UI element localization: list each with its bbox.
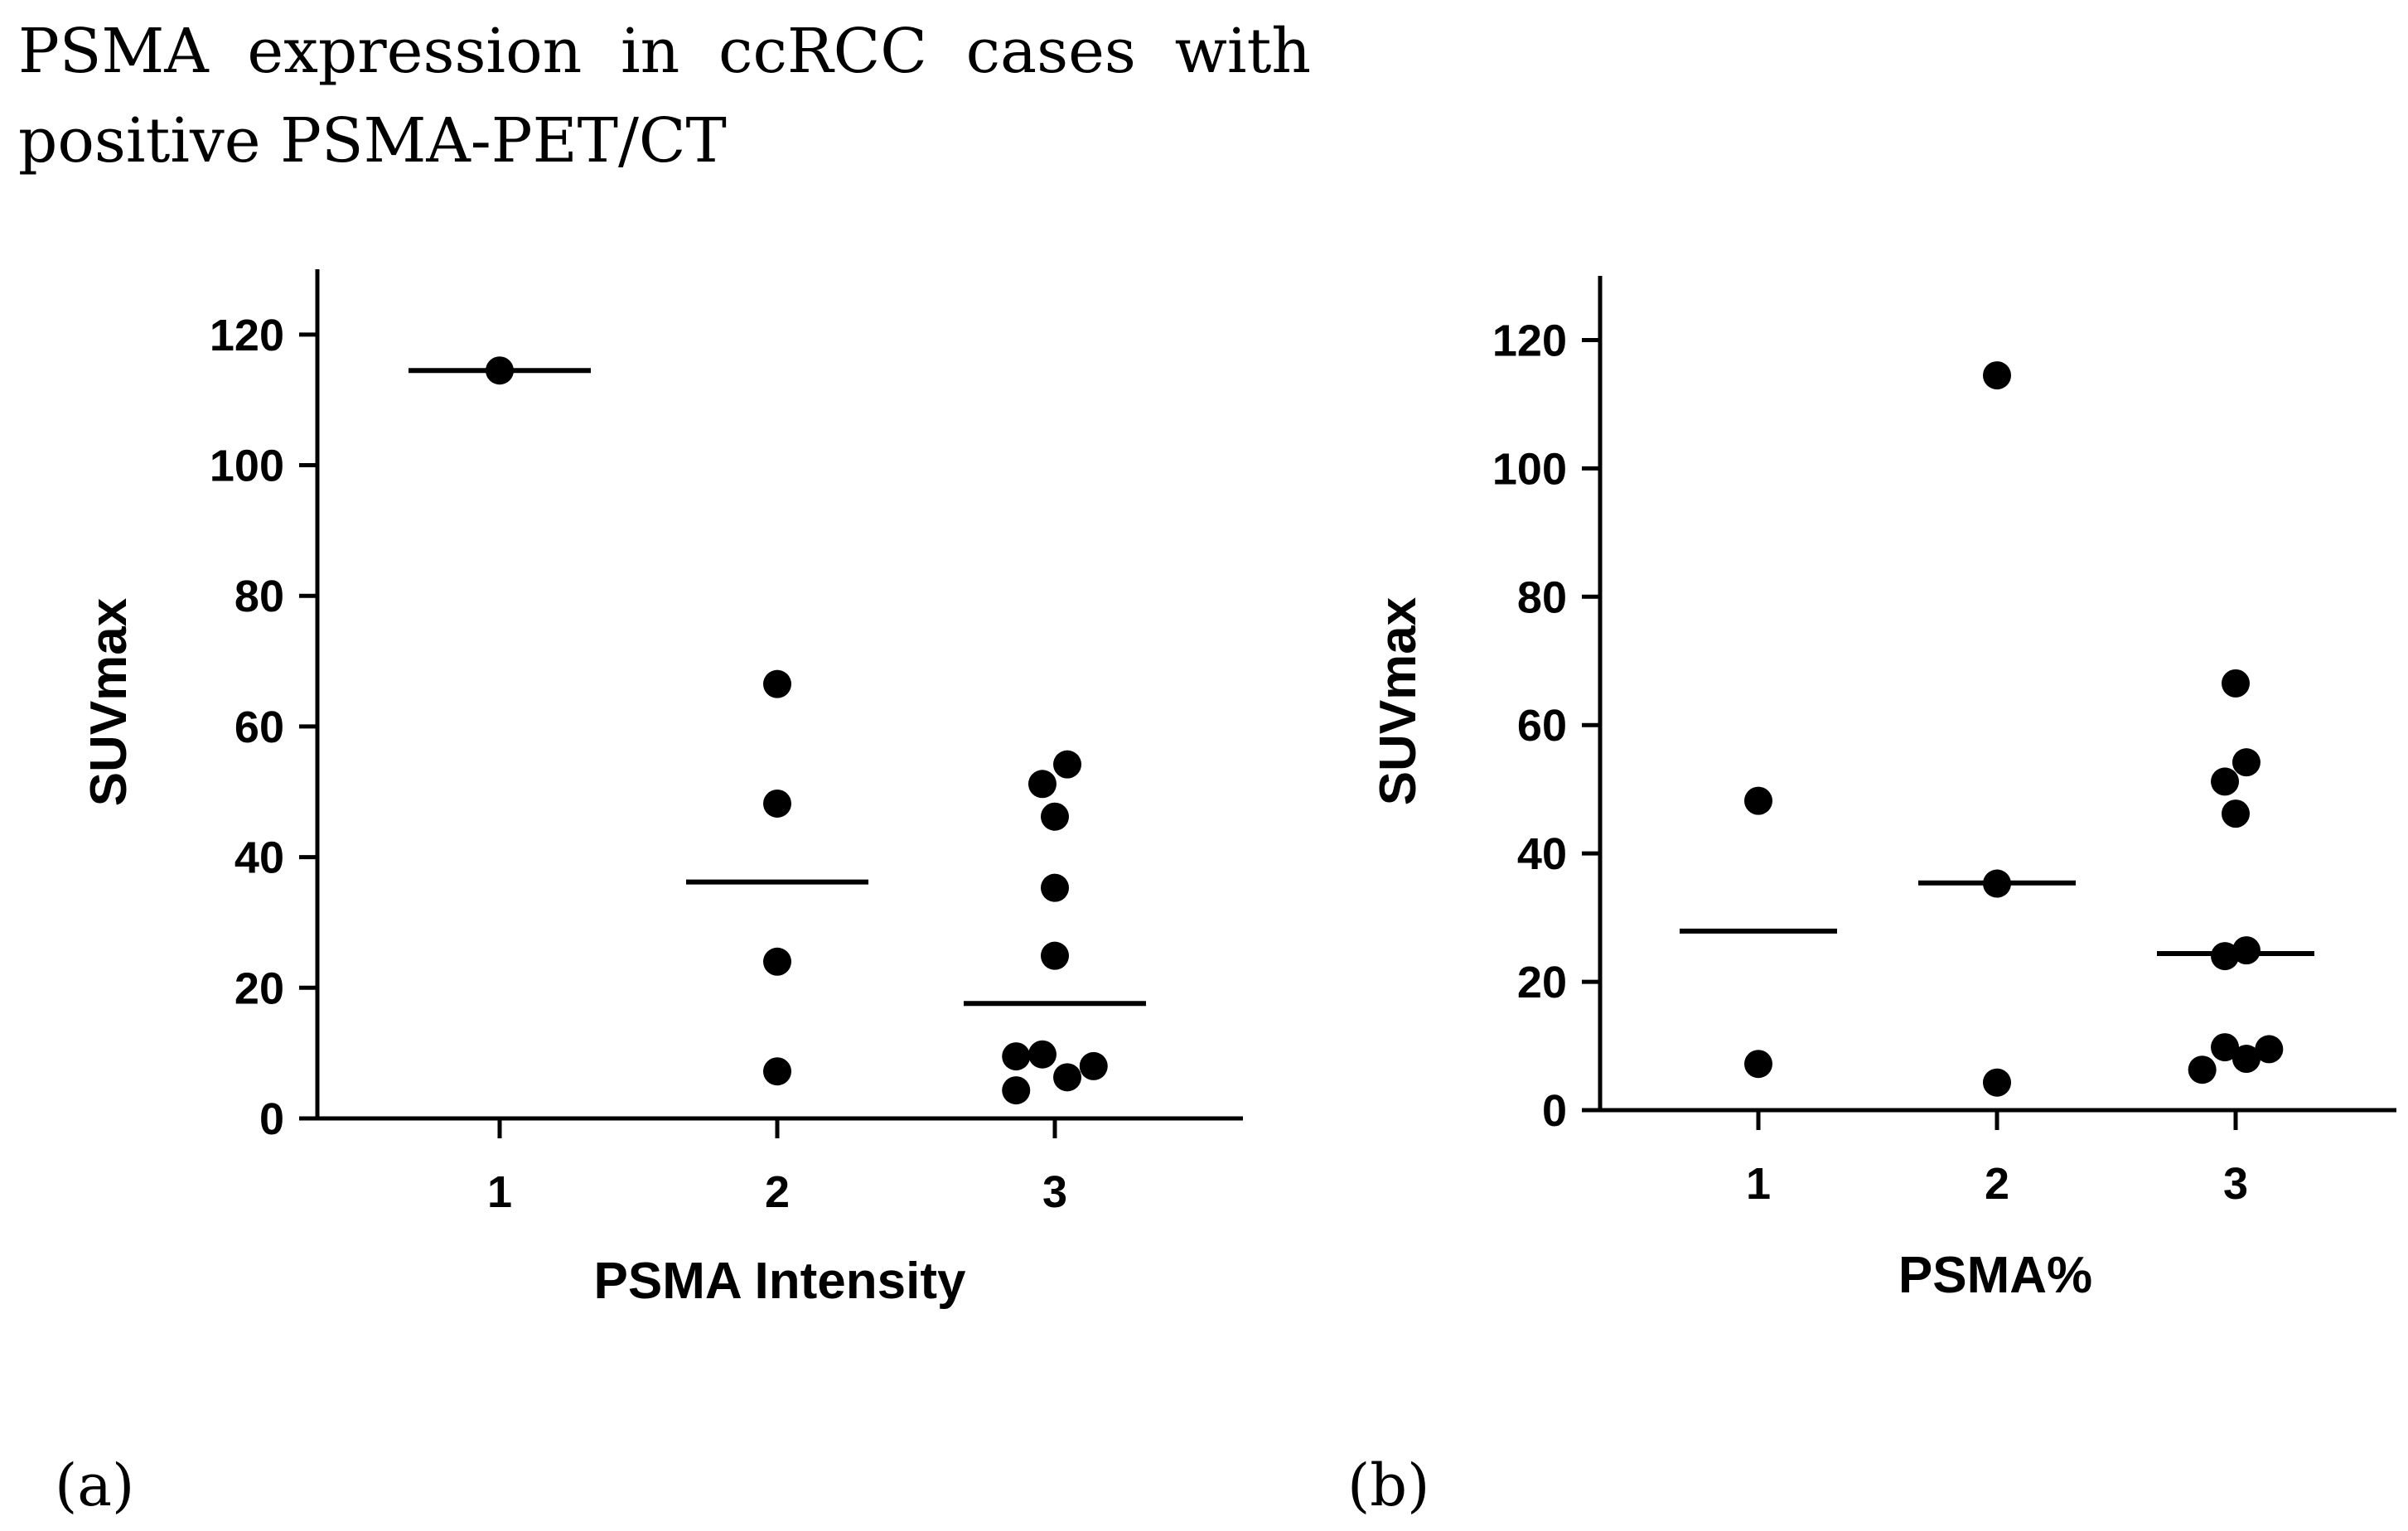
chart-b-data-point	[2222, 669, 2250, 698]
chart-a-x-axis-title: PSMA Intensity	[594, 1253, 967, 1310]
chart-a-y-tick-label: 20	[235, 964, 284, 1013]
chart-b-y-axis-title: SUVmax	[1370, 596, 1427, 805]
chart-b-data-point	[2222, 799, 2250, 828]
chart-a-data-point	[1041, 802, 1069, 831]
chart-b-data-point	[2255, 1035, 2284, 1064]
chart-b-data-point	[2232, 1045, 2261, 1074]
chart-b-data-point	[2232, 936, 2261, 965]
chart-b-data-point	[1983, 361, 2011, 390]
figure-title: PSMA expression in ccRCC cases with posi…	[18, 16, 1311, 176]
chart-b-data-point	[2211, 1033, 2240, 1062]
chart-b-data-point	[2188, 1055, 2217, 1084]
chart-b-data-point	[1744, 786, 1772, 815]
chart-a-data-point	[763, 789, 791, 818]
chart-b-x-tick-label: 2	[1985, 1159, 2009, 1209]
panel-label-a: (a)	[55, 1451, 135, 1519]
chart-a-x-tick-label: 1	[487, 1167, 512, 1217]
chart-b-y-tick-label: 0	[1542, 1086, 1567, 1136]
chart-a-data-point	[486, 356, 514, 385]
chart-a-y-tick-label: 100	[210, 442, 284, 491]
chart-b-data-point	[2211, 767, 2240, 796]
chart-b-data-point	[1983, 1068, 2011, 1097]
chart-b-x-tick-label: 3	[2223, 1159, 2248, 1209]
chart-a-x-tick-label: 2	[765, 1167, 790, 1217]
chart-a-y-tick-label: 80	[235, 572, 284, 621]
chart-b-data-point	[1983, 869, 2011, 898]
chart-a-data-point	[1041, 941, 1069, 970]
chart-a-data-point	[1079, 1051, 1108, 1080]
chart-b-x-axis-title: PSMA%	[1898, 1247, 2092, 1304]
chart-a-data-point	[763, 669, 791, 698]
chart-a-x-tick-label: 3	[1042, 1167, 1067, 1217]
chart-a-data-point	[1053, 750, 1082, 779]
chart-b-data-point	[2232, 748, 2261, 777]
chart-b-y-tick-label: 120	[1492, 316, 1567, 365]
chart-b-data-point	[1744, 1050, 1772, 1079]
chart-a-data-point	[763, 947, 791, 976]
chart-a-y-tick-label: 60	[235, 703, 284, 752]
chart-a-y-axis-title: SUVmax	[80, 597, 138, 806]
chart-a-data-point	[763, 1057, 791, 1086]
chart-a-data-point	[1002, 1076, 1031, 1105]
chart-a-data-point	[1041, 873, 1069, 902]
chart-b-y-tick-label: 60	[1517, 701, 1567, 751]
chart-b-y-tick-label: 40	[1517, 829, 1567, 879]
chart-b-x-tick-label: 1	[1746, 1159, 1771, 1209]
chart-a-data-point	[1053, 1063, 1082, 1092]
chart-a-y-tick-label: 40	[235, 833, 284, 883]
chart-b-y-tick-label: 100	[1492, 444, 1567, 494]
panel-label-b: (b)	[1347, 1451, 1430, 1519]
chart-a-data-point	[1028, 1040, 1057, 1069]
chart-a-y-tick-label: 120	[210, 311, 284, 360]
chart-b-data-point	[2211, 942, 2240, 971]
chart-a-y-tick-label: 0	[259, 1094, 284, 1144]
chart-a-data-point	[1028, 770, 1057, 799]
chart-a-data-point	[1002, 1042, 1031, 1071]
chart-b-y-tick-label: 20	[1517, 958, 1567, 1007]
chart-b-y-tick-label: 80	[1517, 572, 1567, 622]
